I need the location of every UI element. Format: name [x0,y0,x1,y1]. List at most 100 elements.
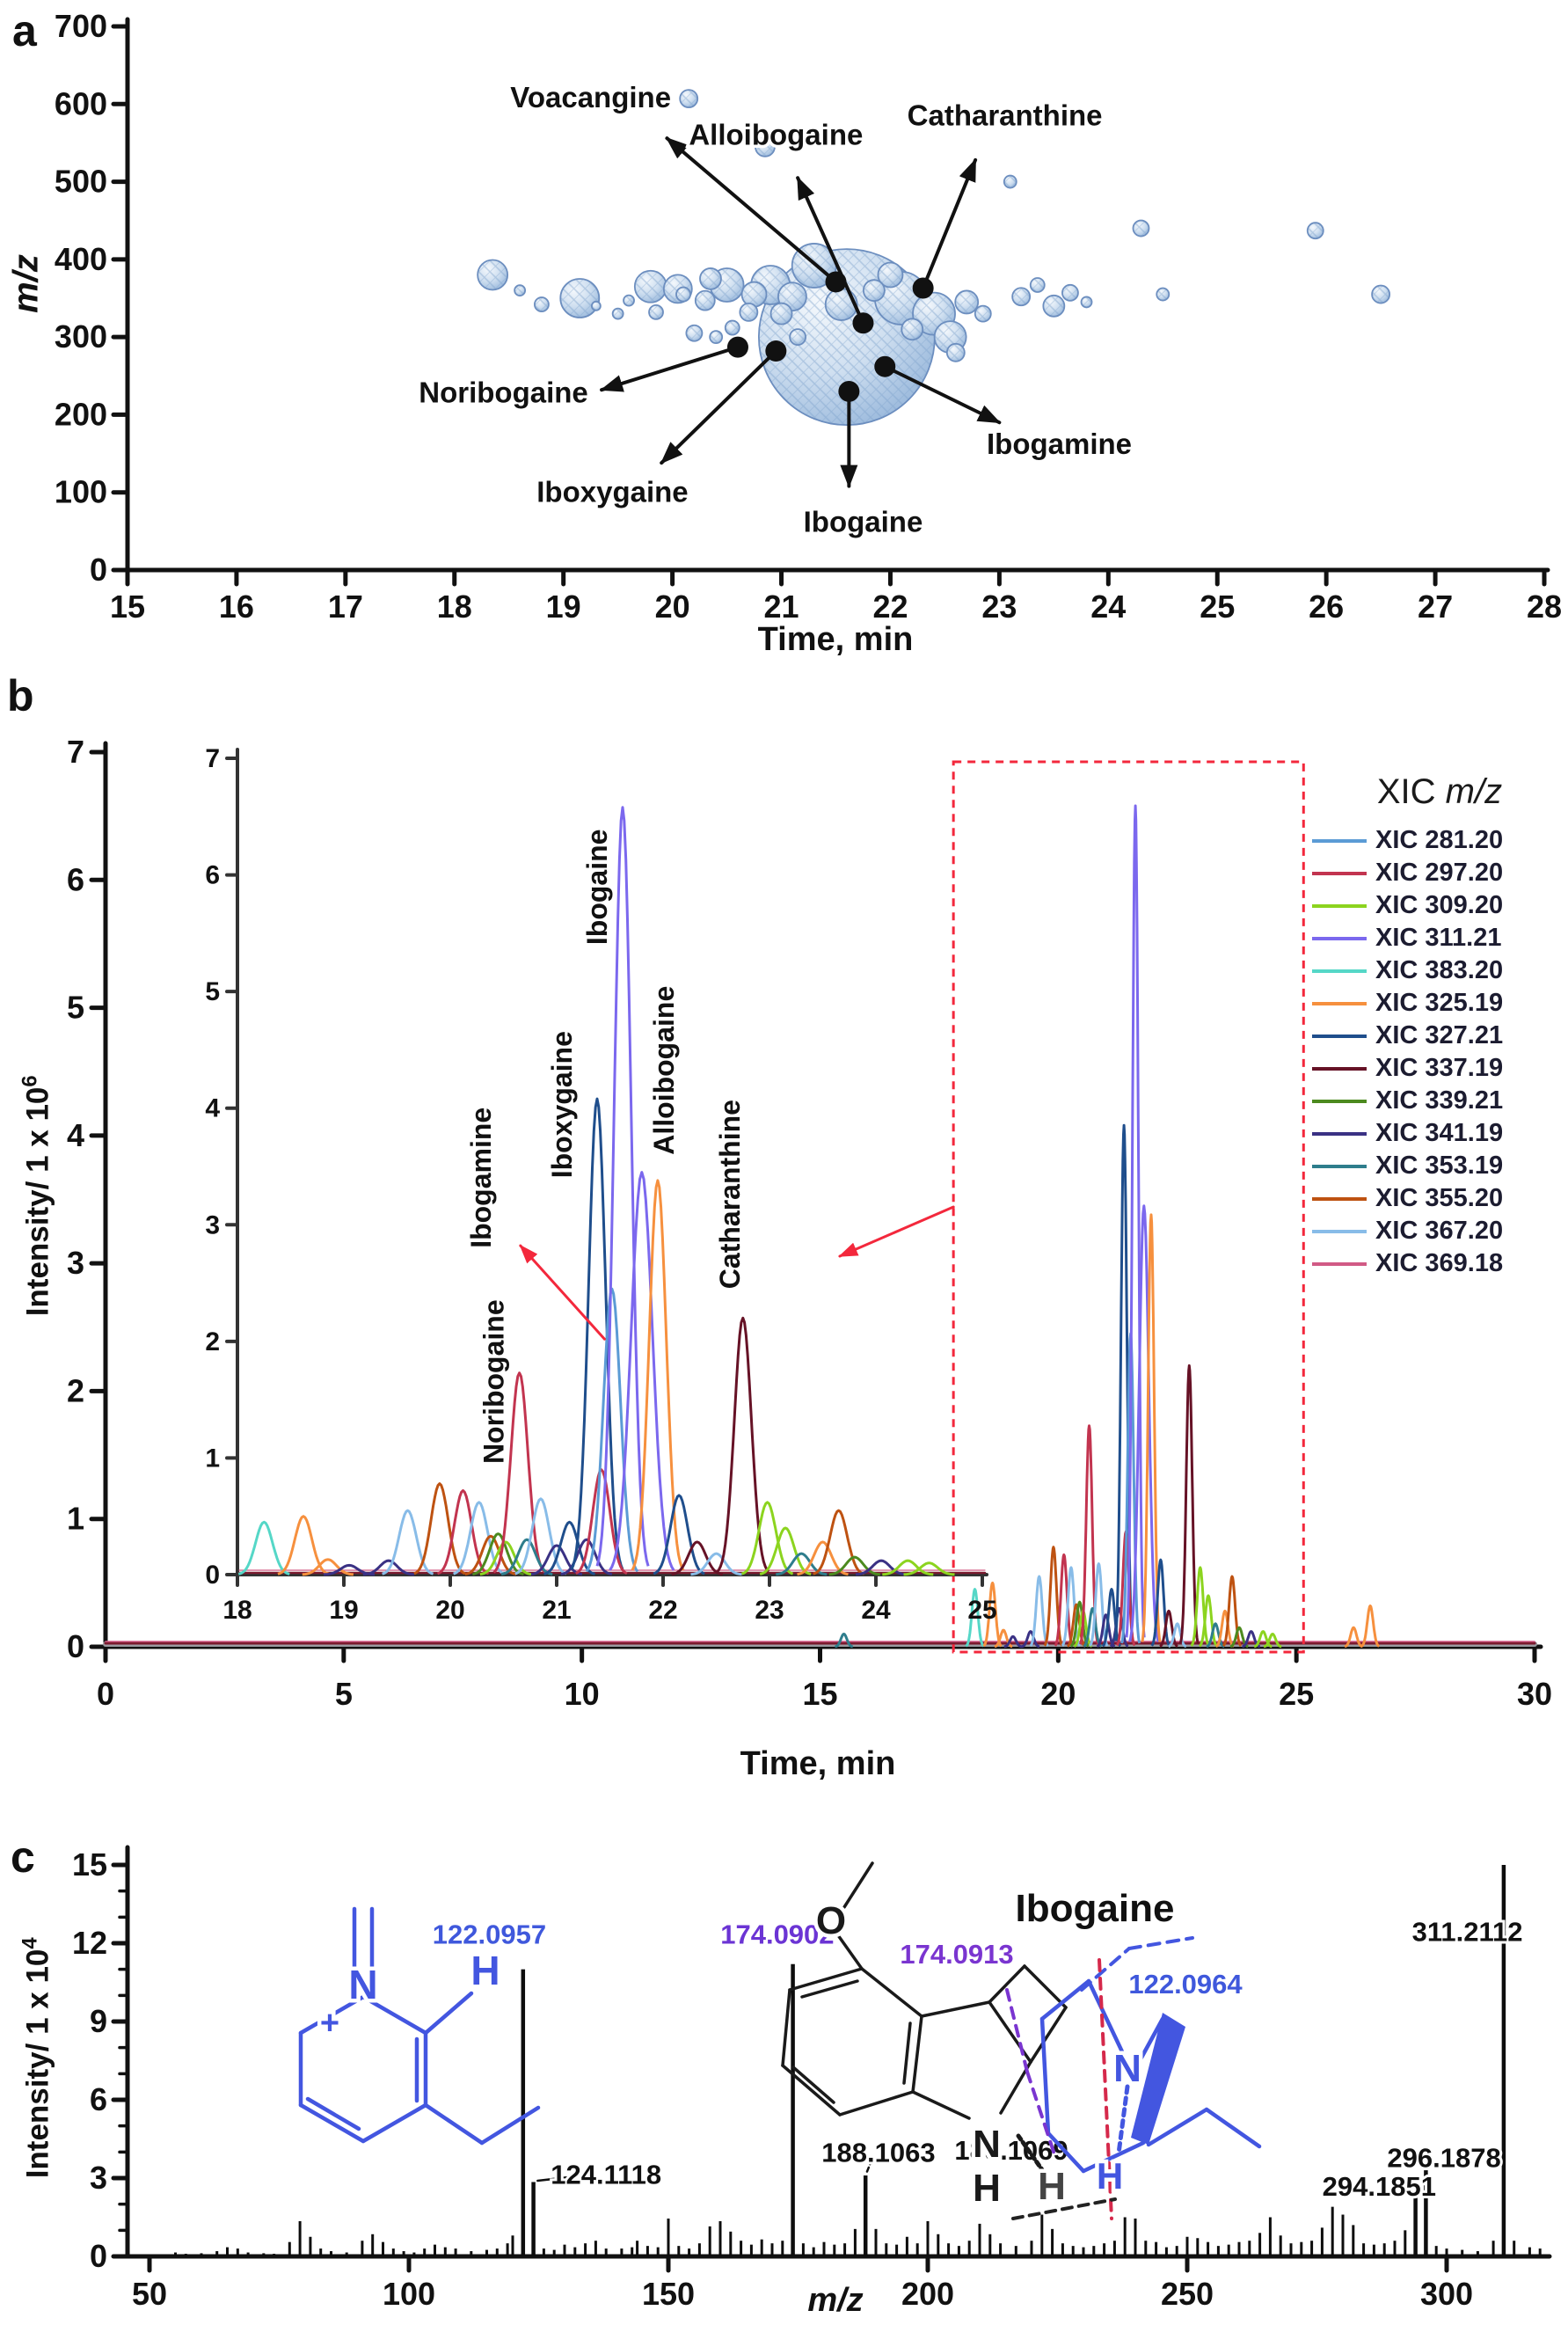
bubble [1080,296,1093,309]
ms-peak [345,2252,348,2256]
panel-a-plot: 0 100 200 300 400 500 600 700 15 16 17 18 19 20 21 22 23… [55,8,1562,625]
ms-peak-label: 174.0902 [720,1919,834,1950]
bubble-hatch [676,287,691,302]
bubble-hatch [624,295,635,306]
xic-trace [560,1538,613,1576]
xic-trace [1178,1364,1200,1644]
bubble-hatch [770,303,792,325]
inset-y-tick-label: 1 [205,1444,220,1473]
ms-peak [740,2241,743,2256]
bubble-hatch [755,136,775,157]
inset-y-tick-label: 0 [205,1561,220,1590]
inset-x-tick-label: 19 [329,1596,358,1625]
ms-peak [1434,2246,1438,2256]
ms-peak [1237,2241,1241,2256]
y-tick-label: 3 [67,1245,84,1281]
ms-peak [521,1969,526,2256]
ms-peak [631,2247,634,2256]
bubble [611,307,624,320]
panel-c-ylabel-exp: 4 [18,1937,42,1949]
ms-peak-label: 188.1063 [821,2137,935,2168]
bubble-outline [648,303,664,320]
bubble [862,279,886,303]
panel-b-letter: b [7,671,34,720]
ms-peak-label: 294.1851 [1323,2171,1436,2202]
xic-trace [982,1581,1003,1648]
compound-dot [726,336,748,358]
legend-swatch [1312,1001,1367,1005]
y-tick-label: 7 [67,734,84,770]
structure-bond-black [781,2064,842,2117]
bubble [675,286,691,303]
ms-peak [563,2244,566,2256]
cleavage-purple-dash [1025,2070,1057,2159]
bubble [769,302,793,325]
xic-trace [1128,1204,1160,1642]
ms-peak [1196,2238,1200,2256]
compound-dot [838,380,860,402]
legend-items: XIC 281.20 XIC 297.20 XIC 309.20 XIC 311.21… [1312,824,1567,1280]
legend-swatch [1312,1261,1367,1266]
ms-peak [330,2251,332,2256]
ms-peak [319,2248,323,2256]
bubble-outline [514,284,527,297]
ms-peak [1372,2244,1375,2256]
bubble [724,319,740,336]
y-tick-label: 15 [72,1846,107,1883]
ms-peak [273,2254,276,2256]
structure-bond-black [1023,1964,1068,2009]
x-tick-label: 150 [642,2276,695,2312]
bubble [877,261,904,289]
bubble [699,267,722,290]
inset-compound-label: Catharanthine [714,1100,746,1289]
bubble [709,330,724,345]
structure-bond-black [791,2065,835,2104]
ms-peak [667,2218,670,2256]
xic-trace [1253,1630,1273,1649]
compound-label: Ibogamine [987,428,1132,460]
inset-note-arrow [519,1244,606,1341]
ms-peak [288,2241,291,2256]
fragment-label: 174.0913 [900,1939,1013,1970]
legend-item: XIC 337.19 [1312,1052,1567,1085]
cleavage-blue-dash [1080,1947,1131,1992]
xic-trace [1159,1609,1178,1648]
inset-x-tick-label: 25 [967,1596,996,1625]
xic-trace [1360,1605,1381,1648]
ms-peak [434,2244,436,2256]
ms-peak [226,2247,229,2256]
atom-label: H [470,1948,500,1993]
legend-swatch [1312,969,1367,973]
bubble-outline [724,319,740,336]
y-tick-label: 12 [72,1925,107,1961]
ms-peak [1382,2243,1386,2256]
x-tick-label: 250 [1161,2276,1214,2312]
xic-trace [759,1526,812,1576]
structure-bond-blue [305,2096,361,2131]
structure-bond-blue [423,2102,485,2146]
bubble-outline [559,278,601,318]
xic-legend: XIC m/z XIC 281.20 XIC 297.20 XIC 309.20 XI… [1312,772,1567,1280]
atom-label: + [320,2005,339,2042]
ms-peak [874,2228,878,2256]
ms-peak [573,2247,577,2256]
legend-item: XIC 281.20 [1312,824,1567,857]
inset-y-tick-label: 7 [205,744,220,773]
cleavage-purple-dash [1005,1988,1029,2073]
label-callout-dash [865,2157,874,2173]
ms-peak [688,2248,691,2256]
bubble-hatch [946,343,965,362]
bubble [954,289,980,315]
bubble [685,324,704,342]
legend-label: XIC 339.21 [1375,1086,1504,1115]
y-tick-label: 2 [67,1372,84,1408]
bubble-hatch [955,290,979,314]
y-tick-label: 100 [55,474,107,510]
x-tick-label: 21 [764,589,799,625]
bubble-outline [534,296,550,312]
panel-a-xlabel: Time, min [757,621,914,658]
xic-trace [1089,1562,1109,1647]
bubble-hatch [591,301,601,311]
legend-label: XIC 367.20 [1375,1217,1504,1245]
bubble [477,259,509,291]
